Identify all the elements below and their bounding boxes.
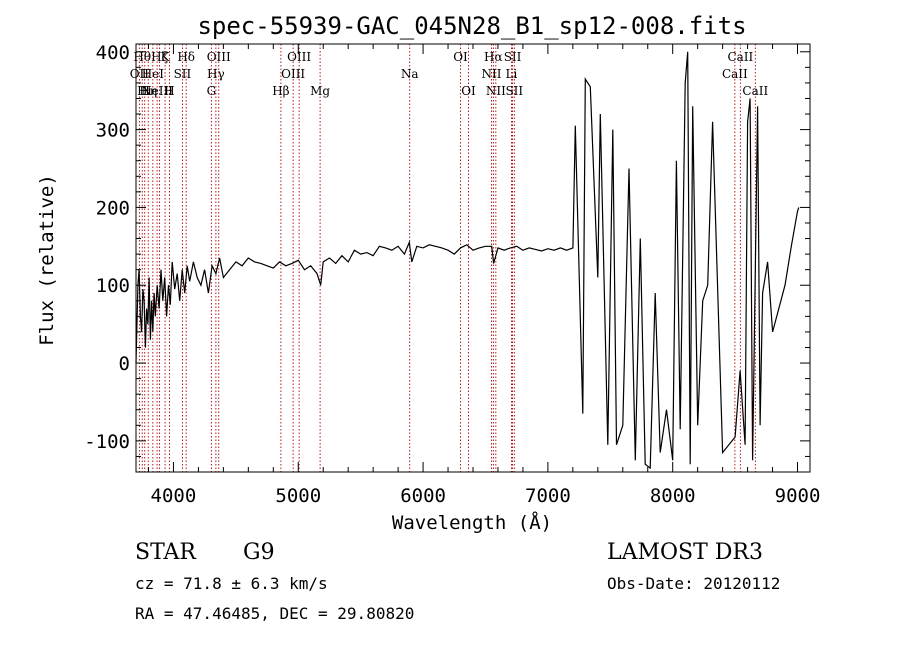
spectral-line-label-14: Hβ	[272, 84, 289, 98]
spectral-line-label-18: Na	[401, 67, 419, 81]
y-axis: -100 0 100 200 300 400	[84, 42, 810, 457]
spectral-line-label-13: OIII	[207, 50, 231, 64]
spectral-line-label-7: K	[161, 50, 171, 64]
x-tick-label-3: 7000	[525, 485, 571, 507]
spectral-line-label-25: SII	[504, 50, 522, 64]
spectral-line-label-9: SII	[174, 67, 192, 81]
x-axis: 4000 5000 6000 7000 8000 9000	[147, 44, 821, 507]
spectral-line-label-10: Hδ	[177, 50, 195, 64]
y-axis-label: Flux (relative)	[36, 174, 58, 346]
spectral-line-label-1: Hθ	[133, 50, 151, 64]
y-tick-label-2: 100	[96, 275, 130, 297]
x-axis-label: Wavelength (Å)	[392, 511, 552, 534]
spectral-line-label-28: CaII	[727, 50, 753, 64]
spectral-line-label-12: Hγ	[207, 67, 225, 81]
spectral-line-label-23: NII	[486, 84, 506, 98]
x-tick-label-1: 5000	[275, 485, 321, 507]
y-tick-label-4: 300	[96, 120, 130, 142]
spectral-line-markers	[138, 44, 756, 472]
spectral-line-label-6: Hζ	[151, 50, 168, 64]
coordinates-text: RA = 47.46485, DEC = 29.80820	[135, 604, 415, 623]
spectral-line-label-17: Mg	[310, 84, 330, 98]
spectral-line-label-20: OI	[461, 84, 476, 98]
spectral-line-label-19: OI	[453, 50, 468, 64]
spectral-line-label-0: OII	[130, 67, 150, 81]
spectral-line-label-2: Hι	[137, 84, 152, 98]
flux-series-line	[135, 51, 800, 470]
spectral-line-label-26: SII	[505, 84, 523, 98]
spectral-line-label-21: NII	[481, 67, 501, 81]
spectral-line-label-15: OIII	[281, 67, 305, 81]
spectral-line-label-4: HeI	[142, 67, 165, 81]
y-tick-label-3: 200	[96, 197, 130, 219]
spectral-line-label-24: Li	[506, 67, 518, 81]
x-tick-label-4: 8000	[650, 485, 696, 507]
observation-date: Obs-Date: 20120112	[607, 574, 781, 593]
survey-name: LAMOST DR3	[607, 540, 763, 565]
spectral-line-labels: OIIHθHιHηHeINeIIIHζKHSIIHδGHγOIIIHβOIIIO…	[130, 50, 769, 98]
object-class: STAR	[135, 540, 196, 565]
x-tick-label-0: 4000	[151, 485, 197, 507]
spectral-line-label-5: NeIII	[141, 84, 173, 98]
y-tick-label-5: 400	[96, 42, 130, 64]
redshift-text: cz = 71.8 ± 6.3 km/s	[135, 574, 328, 593]
spectral-line-label-11: G	[207, 84, 217, 98]
spectral-line-label-27: CaII	[722, 67, 748, 81]
chart-title: spec-55939-GAC_045N28_B1_sp12-008.fits	[197, 12, 746, 40]
x-tick-label-5: 9000	[775, 485, 821, 507]
y-tick-label-0: -100	[84, 431, 130, 453]
y-tick-label-1: 0	[119, 353, 130, 375]
x-tick-label-2: 6000	[400, 485, 446, 507]
spectral-line-label-29: CaII	[742, 84, 768, 98]
spectral-line-label-3: Hη	[139, 84, 157, 98]
spectral-line-label-16: OIII	[287, 50, 311, 64]
object-subclass: G9	[243, 540, 275, 565]
spectral-line-label-8: H	[164, 84, 174, 98]
spectrum-chart: spec-55939-GAC_045N28_B1_sp12-008.fits O…	[36, 12, 821, 534]
spectral-line-label-22: Hα	[484, 50, 503, 64]
